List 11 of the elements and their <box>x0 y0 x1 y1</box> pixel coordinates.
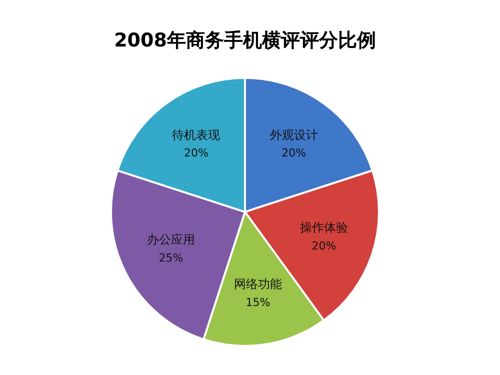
slice-label: 操作体验 <box>300 220 348 235</box>
slice-label: 待机表现 <box>172 128 220 142</box>
slice-label: 办公应用 <box>146 232 195 247</box>
slice-label: 网络功能 <box>234 277 282 292</box>
slice-label: 外观设计 <box>270 128 318 142</box>
data-label: 15% <box>246 296 270 309</box>
data-label: 25% <box>158 251 184 264</box>
data-label: 20% <box>312 239 336 252</box>
chart-title: 2008年商务手机横评评分比例 <box>114 29 376 52</box>
data-label: 20% <box>184 146 208 160</box>
data-label: 20% <box>282 146 306 160</box>
